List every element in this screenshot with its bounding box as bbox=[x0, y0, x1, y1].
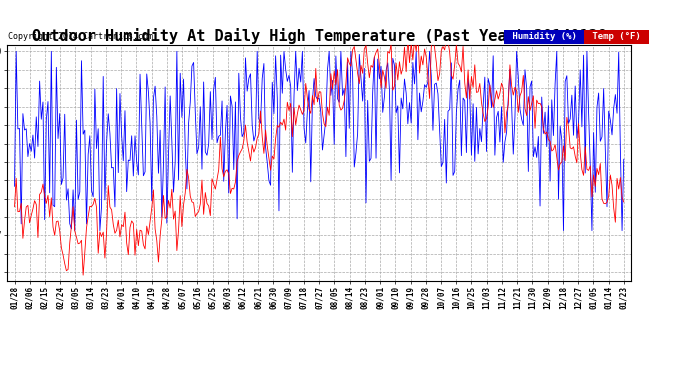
Text: Copyright 2014 Cartronics.com: Copyright 2014 Cartronics.com bbox=[8, 32, 153, 41]
Text: Humidity (%): Humidity (%) bbox=[507, 32, 582, 41]
Title: Outdoor Humidity At Daily High Temperature (Past Year) 20140128: Outdoor Humidity At Daily High Temperatu… bbox=[32, 28, 607, 44]
Text: Temp (°F): Temp (°F) bbox=[587, 32, 647, 41]
